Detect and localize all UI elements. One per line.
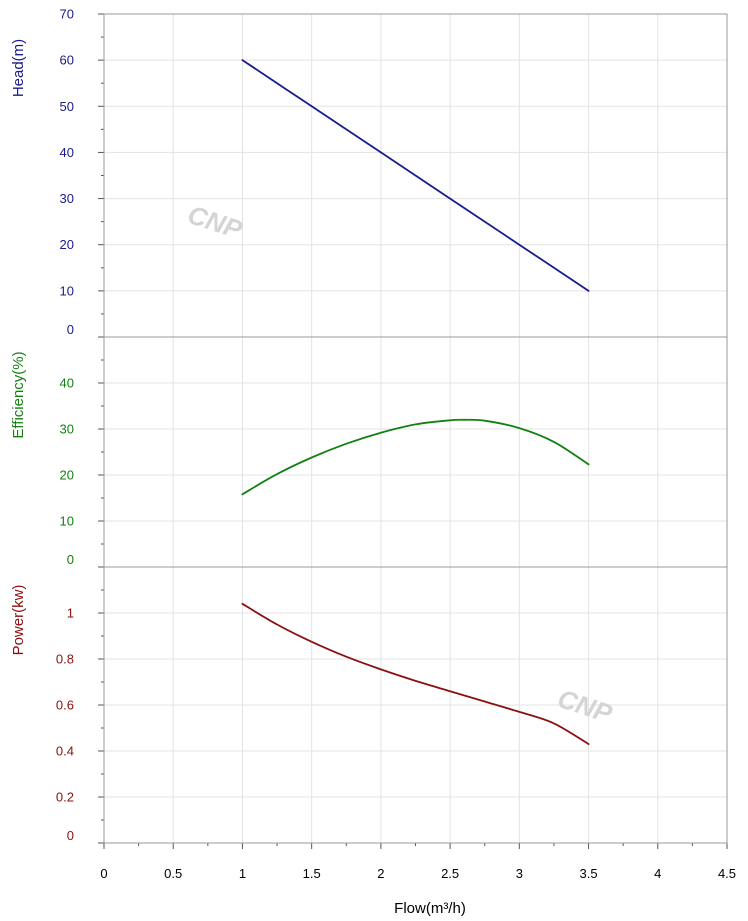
efficiency-data-point (380, 432, 382, 434)
y-axis-title-head: Head(m) (10, 39, 27, 97)
watermark-cnp-top: CNP (184, 199, 246, 245)
y-tick-label-power: 1 (67, 606, 74, 621)
y-tick-label-head: 60 (60, 53, 74, 68)
y-tick-label-head: 30 (60, 191, 74, 206)
efficiency-data-point (553, 441, 555, 443)
power-data-point (484, 701, 486, 703)
y-tick-label-head: 20 (60, 237, 74, 252)
x-tick-label: 4.5 (718, 866, 736, 881)
head-curve (241, 59, 590, 292)
power-data-point (276, 624, 278, 626)
efficiency-data-point (311, 457, 313, 459)
panel-frame-power (103, 566, 728, 844)
y-tick-label-head: 10 (60, 283, 74, 298)
power-curve (241, 602, 590, 745)
x-tick-label: 0 (100, 866, 107, 881)
power-data-point (588, 743, 590, 745)
efficiency-data-point (345, 443, 347, 445)
y-tick-label-efficiency: 20 (60, 468, 74, 483)
efficiency-data-point (588, 464, 590, 466)
y-tick-label-head: 40 (60, 145, 74, 160)
x-axis-title: Flow(m³/h) (394, 900, 466, 917)
x-tick-label: 3 (516, 866, 523, 881)
power-data-point (449, 690, 451, 692)
efficiency-data-point (242, 494, 244, 496)
y-tick-label-head: 50 (60, 99, 74, 114)
power-data-point (519, 711, 521, 713)
y-tick-label-power: 0 (67, 828, 74, 843)
panel-frame-efficiency (103, 336, 728, 568)
curves (241, 59, 590, 745)
head-data-point (588, 290, 590, 292)
efficiency-data-point (449, 419, 451, 421)
efficiency-data-point (463, 419, 465, 421)
power-data-point (553, 723, 555, 725)
head-data-point (242, 59, 244, 61)
head-data-point (449, 198, 451, 200)
x-tick-label: 1 (239, 866, 246, 881)
y-axis-title-power: Power(kw) (10, 585, 27, 656)
x-tick-label: 4 (654, 866, 661, 881)
x-tick-label: 1.5 (303, 866, 321, 881)
efficiency-curve (241, 418, 590, 496)
y-tick-label-power: 0.2 (56, 790, 74, 805)
plot-frame (98, 13, 728, 849)
y-tick-label-efficiency: 30 (60, 422, 74, 437)
y-tick-label-efficiency: 0 (67, 552, 74, 567)
efficiency-data-point (519, 427, 521, 429)
x-tick-label: 2 (377, 866, 384, 881)
y-tick-label-power: 0.4 (56, 744, 74, 759)
power-data-point (345, 656, 347, 658)
y-tick-label-head: 70 (60, 7, 74, 22)
y-tick-label-power: 0.6 (56, 698, 74, 713)
power-data-point (242, 603, 244, 605)
head-data-point (519, 244, 521, 246)
x-tick-label: 3.5 (580, 866, 598, 881)
efficiency-data-point (484, 420, 486, 422)
power-data-point (311, 641, 313, 643)
x-tick-label: 2.5 (441, 866, 459, 881)
efficiency-data-point (276, 473, 278, 475)
y-axis-title-efficiency: Efficiency(%) (10, 351, 27, 438)
y-tick-label-head: 0 (67, 322, 74, 337)
y-tick-label-efficiency: 40 (60, 376, 74, 391)
efficiency-data-point (415, 424, 417, 426)
x-tick-label: 0.5 (164, 866, 182, 881)
power-data-point (415, 680, 417, 682)
head-data-point (311, 105, 313, 107)
y-tick-label-efficiency: 10 (60, 514, 74, 529)
head-data-point (380, 152, 382, 154)
power-data-point (380, 669, 382, 671)
y-tick-label-power: 0.8 (56, 652, 74, 667)
watermark-cnp-bottom: CNP (554, 683, 616, 729)
tick-labels: 0 0.5 1 1.5 2 2.5 3 3.5 4 4.501020304050607001020… (56, 7, 736, 882)
grid (104, 14, 727, 843)
